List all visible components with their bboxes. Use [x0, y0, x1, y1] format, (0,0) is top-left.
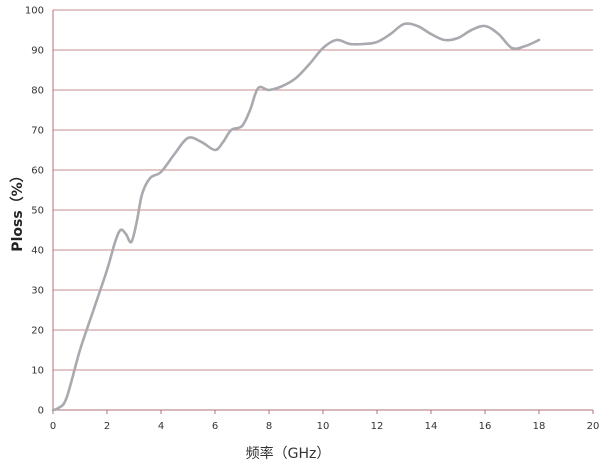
x-tick-label: 4: [158, 421, 164, 432]
x-tick-label: 0: [50, 421, 56, 432]
y-tick-label: 90: [31, 46, 44, 57]
x-tick-label: 18: [533, 421, 546, 432]
y-tick-label: 40: [31, 246, 44, 257]
x-tick-label: 14: [425, 421, 438, 432]
x-tick-label: 12: [371, 421, 384, 432]
gridlines: [53, 9, 593, 371]
x-tick-label: 2: [104, 421, 110, 432]
x-tick-labels: 0 2 4 6 8 10 12 14 16 18 20: [50, 410, 600, 432]
x-tick-label: 16: [479, 421, 492, 432]
ploss-line: [51, 22, 541, 412]
y-tick-label: 60: [31, 166, 44, 177]
x-tick-label: 6: [212, 421, 218, 432]
y-tick-label: 70: [31, 126, 44, 137]
x-tick-label: 20: [587, 421, 600, 432]
x-tick-label: 10: [317, 421, 330, 432]
y-tick-label: 30: [31, 286, 44, 297]
y-tick-label: 80: [31, 86, 44, 97]
y-tick-labels: 0 10 20 30 40 50 60 70 80 90 100: [25, 6, 44, 417]
y-tick-label: 50: [31, 206, 44, 217]
y-tick-label: 20: [31, 326, 44, 337]
x-axis-label: 频率（GHz）: [246, 445, 331, 462]
y-tick-label: 0: [38, 406, 44, 417]
y-tick-label: 100: [25, 6, 44, 17]
x-tick-label: 8: [266, 421, 272, 432]
y-tick-label: 10: [31, 366, 44, 377]
y-axis-label: Ploss（%）: [10, 168, 26, 251]
